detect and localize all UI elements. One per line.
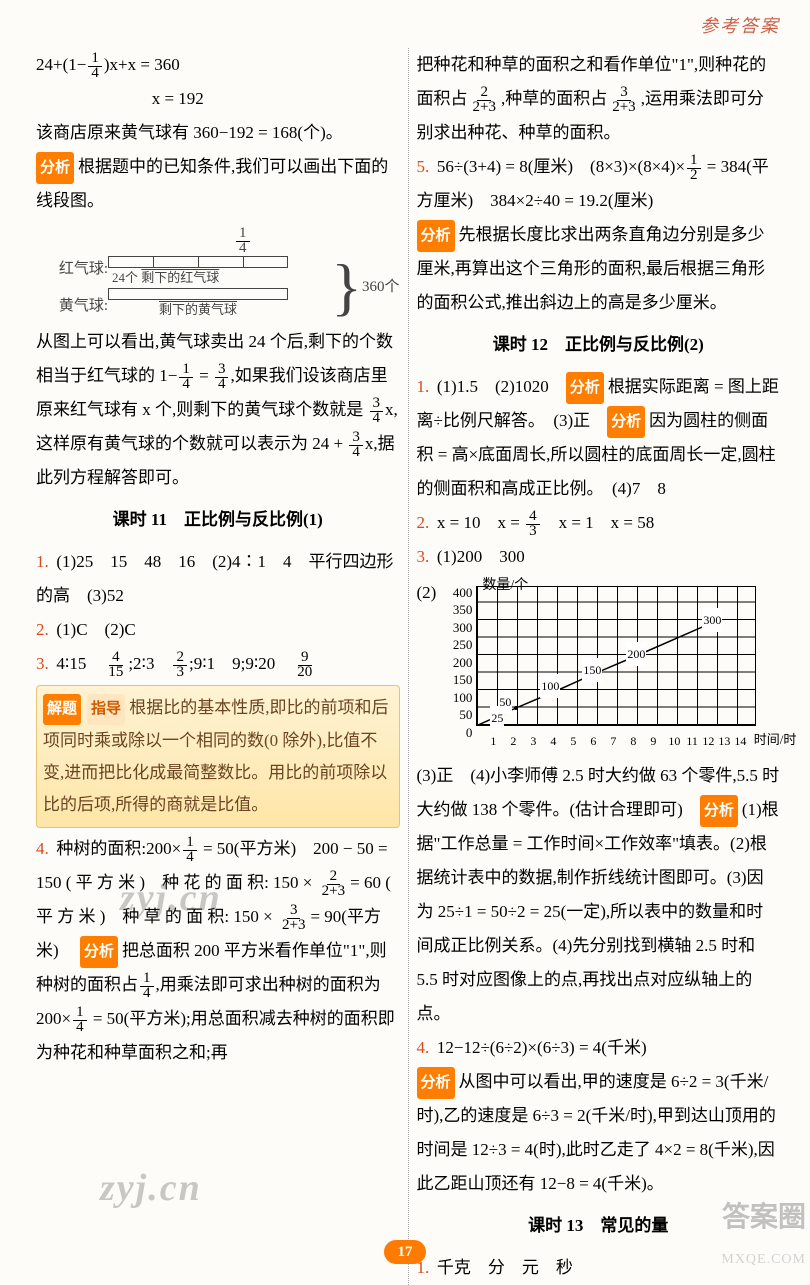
q11-1: 1.(1)25 15 48 16 (2)4∶1 4 平行四边形的高 (3)52 [36, 545, 400, 613]
fenxi-tag-3: 分析 [417, 220, 455, 252]
q-5-fenxi: 分析先根据长度比求出两条直角边分别是多少厘米,再算出这个三角形的面积,最后根据三… [417, 218, 781, 320]
content-columns: 24+(1−14)x+x = 360 x = 192 该商店原来黄气球有 360… [0, 44, 810, 1285]
q12-3-2: (2) 数量/个 25 50 100 150 200 300 400 350 3… [417, 574, 781, 759]
chart-xlabel: 时间/时 [754, 727, 797, 753]
q12-4b: 分析从图中可以看出,甲的速度是 6÷2 = 3(千米/时),乙的速度是 6÷3 … [417, 1065, 781, 1201]
fenxi-tag: 分析 [36, 152, 74, 184]
q11-3: 3.4∶15 415;2∶3 23;9∶1 9;9∶20 920 [36, 647, 400, 681]
q11-2: 2.(1)C (2)C [36, 613, 400, 647]
q-5: 5.56÷(3+4) = 8(厘米) (8×3)×(8×4)×12 = 384(… [417, 150, 781, 218]
q12-3: 3.(1)200 300 [417, 540, 781, 574]
fenxi-tag-2: 分析 [80, 936, 118, 968]
equation-2: x = 192 [36, 82, 400, 116]
fenxi-tag-4: 分析 [566, 372, 604, 404]
corner-brand: 答案圈 MXQE.COM [721, 1190, 806, 1274]
section-11-title: 课时 11 正比例与反比例(1) [36, 503, 400, 537]
zhidao-tag: 指导 [87, 694, 125, 725]
equation-1: 24+(1−14)x+x = 360 [36, 48, 400, 82]
line-diagram: 14 红气球: 黄气球: 24个 剩下的红气球 [46, 226, 400, 319]
highlight-box: 解题指导 根据比的基本性质,即比的前项和后项同时乘或除以一个相同的数(0 除外)… [36, 685, 400, 828]
fenxi-block-1: 分析根据题中的已知条件,我们可以画出下面的线段图。 [36, 150, 400, 218]
jieti-tag: 解题 [43, 694, 81, 725]
fenxi-tag-5: 分析 [607, 406, 645, 438]
explain-1: 从图上可以看出,黄气球卖出 24 个后,剩下的个数相当于红气球的 1−14 = … [36, 325, 400, 495]
line-chart: 数量/个 25 50 100 150 200 300 400 350 300 2… [440, 578, 770, 753]
q12-4: 4.12−12÷(6÷2)×(6÷3) = 4(千米) [417, 1031, 781, 1065]
fenxi-tag-6: 分析 [700, 795, 738, 827]
line-store: 该商店原来黄气球有 360−192 = 168(个)。 [36, 116, 400, 150]
q11-4: 4.种树的面积:200×14 = 50(平方米) 200 − 50 = 150 … [36, 832, 400, 1070]
section-12-title: 课时 12 正比例与反比例(2) [417, 328, 781, 362]
chart-line [476, 586, 756, 726]
q12-1: 1.(1)1.5 (2)1020 分析根据实际距离 = 图上距离÷比例尺解答。 … [417, 370, 781, 506]
page-header: 参考答案 [0, 0, 810, 44]
left-column: 24+(1−14)x+x = 360 x = 192 该商店原来黄气球有 360… [28, 48, 409, 1285]
page-number: 17 [384, 1240, 426, 1264]
fenxi-tag-7: 分析 [417, 1067, 455, 1099]
q12-2: 2.x = 10 x = 43 x = 1 x = 58 [417, 506, 781, 540]
q12-3-4: (3)正 (4)小李师傅 2.5 时大约做 63 个零件,5.5 时大约做 13… [417, 759, 781, 1031]
r-cont-1: 把种花和种草的面积之和看作单位"1",则种花的面积占22+3,种草的面积占32+… [417, 48, 781, 150]
right-column: 把种花和种草的面积之和看作单位"1",则种花的面积占22+3,种草的面积占32+… [409, 48, 789, 1285]
